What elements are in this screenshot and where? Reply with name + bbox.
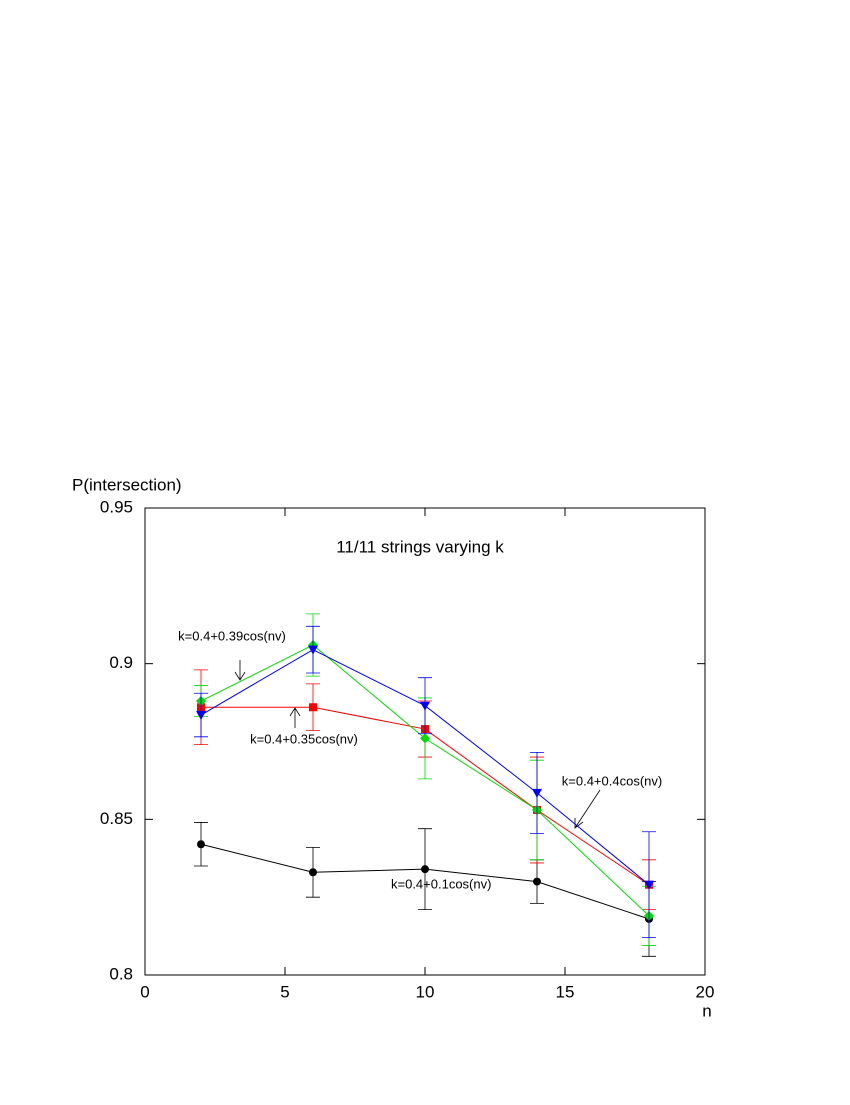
- y-tick-label: 0.8: [109, 964, 133, 983]
- marker: [309, 868, 317, 877]
- marker: [420, 701, 430, 711]
- marker: [308, 645, 318, 655]
- marker: [309, 703, 317, 712]
- arrow: [289, 707, 301, 728]
- marker: [197, 840, 205, 849]
- y-tick-label: 0.85: [100, 809, 133, 828]
- marker: [644, 880, 654, 890]
- marker: [196, 711, 206, 721]
- x-tick-label: 15: [556, 982, 575, 1001]
- y-tick-label: 0.95: [100, 497, 133, 516]
- x-axis-label: n: [702, 1001, 711, 1020]
- x-tick-label: 20: [696, 982, 715, 1001]
- x-tick-label: 10: [416, 982, 435, 1001]
- x-tick-label: 5: [280, 982, 289, 1001]
- y-axis-label: P(intersection): [72, 475, 182, 494]
- arrow: [234, 660, 246, 681]
- marker: [533, 877, 541, 886]
- chart-title: 11/11 strings varying k: [336, 537, 504, 556]
- marker: [420, 733, 430, 744]
- y-tick-label: 0.9: [109, 653, 133, 672]
- x-tick-label: 0: [140, 982, 149, 1001]
- series-label: k=0.4+0.35cos(nv): [250, 731, 358, 746]
- series-label: k=0.4+0.4cos(nv): [562, 773, 662, 788]
- annotation-arrows: [234, 660, 601, 829]
- marker: [532, 788, 542, 798]
- arrow: [574, 789, 601, 829]
- series-label: k=0.4+0.39cos(nv): [178, 628, 286, 643]
- series-label: k=0.4+0.1cos(nv): [391, 876, 491, 891]
- marker: [421, 865, 429, 874]
